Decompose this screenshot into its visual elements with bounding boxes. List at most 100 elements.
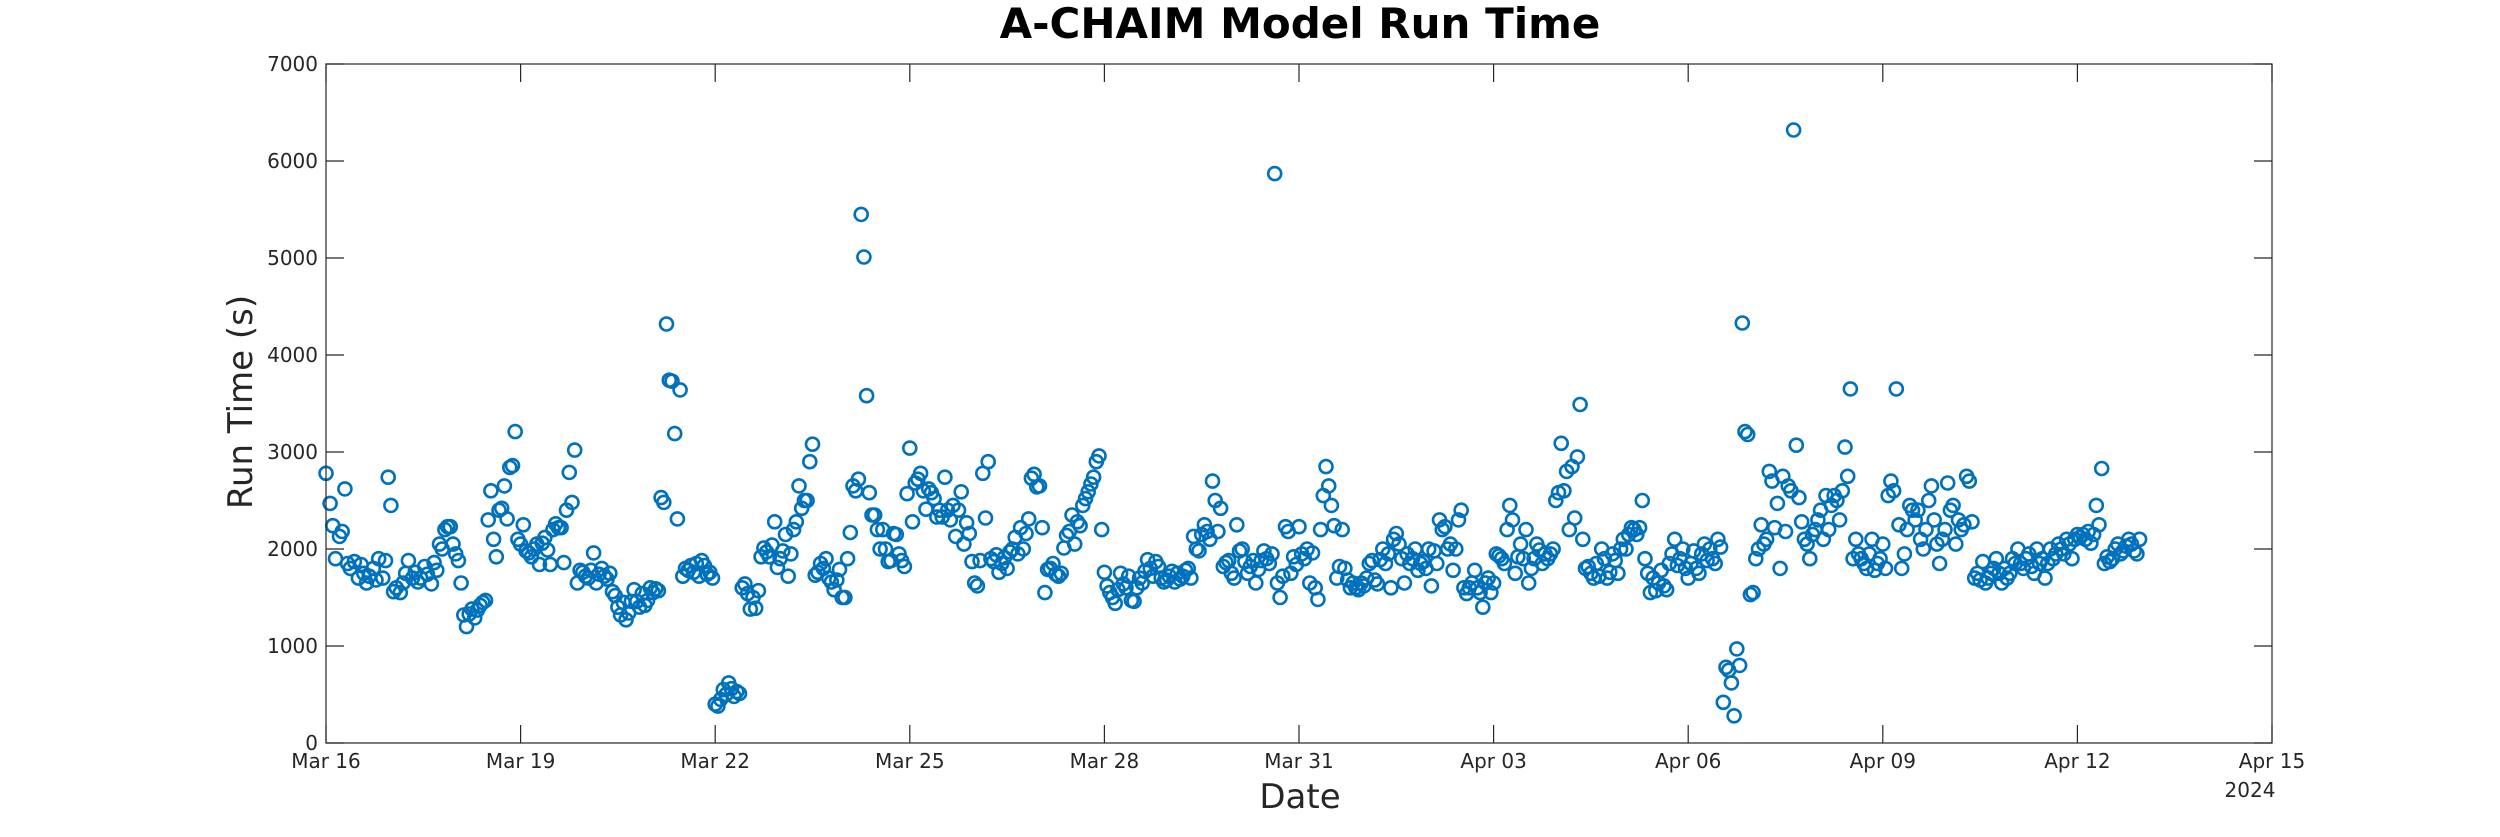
data-point (2131, 531, 2148, 548)
data-point (1445, 562, 1461, 579)
data-point (1734, 315, 1751, 331)
data-point (374, 570, 391, 586)
data-point (426, 554, 442, 571)
data-point (1707, 555, 1723, 572)
data-point (966, 575, 983, 591)
data-point (977, 510, 994, 526)
data-point (799, 492, 815, 509)
data-point (664, 373, 680, 390)
data-point (488, 548, 505, 565)
data-point (539, 542, 556, 558)
data-point (383, 497, 399, 514)
data-point (1723, 675, 1740, 691)
data-point (1066, 536, 1083, 552)
data-point (783, 546, 799, 562)
data-point (899, 485, 915, 502)
y-tick-label: 4000 (267, 343, 318, 367)
y-tick-label: 7000 (267, 52, 318, 76)
data-point (747, 600, 764, 617)
data-point (1945, 497, 1961, 514)
data-point (1777, 523, 1794, 540)
data-point (370, 550, 387, 567)
data-point (1212, 500, 1229, 517)
data-point (1504, 512, 1521, 528)
data-point (1548, 492, 1564, 509)
data-point (1183, 570, 1199, 586)
data-point (1050, 568, 1067, 585)
data-point (1769, 495, 1786, 512)
data-point (2064, 550, 2080, 567)
data-point (958, 514, 975, 531)
data-point (1685, 543, 1702, 559)
data-point (1020, 511, 1037, 527)
data-point (1748, 550, 1764, 567)
data-point (780, 568, 797, 585)
data-point (2083, 535, 2099, 552)
data-point (1496, 555, 1513, 572)
data-point (1691, 565, 1707, 582)
data-point (1658, 581, 1675, 598)
data-point (1896, 546, 1913, 562)
data-point (1648, 582, 1664, 599)
x-tick-label: Mar 31 (1264, 749, 1334, 773)
data-point (1512, 536, 1529, 552)
data-point (1666, 531, 1683, 548)
x-axis-title: Date (1259, 777, 1340, 817)
data-point (1034, 519, 1050, 536)
data-point (1961, 473, 1978, 489)
data-point (566, 442, 583, 458)
data-point (322, 495, 338, 512)
data-point (1715, 694, 1732, 711)
data-point (1080, 483, 1096, 500)
data-point (555, 554, 572, 571)
data-point (1045, 555, 1061, 572)
data-point (1631, 519, 1648, 536)
data-point (666, 425, 683, 442)
data-point (1515, 550, 1532, 567)
data-point (531, 556, 548, 573)
x-tick-label: Apr 15 (2239, 749, 2305, 773)
data-point (1729, 641, 1745, 657)
data-point (1948, 536, 1964, 552)
data-point (1569, 449, 1586, 465)
data-point (507, 423, 524, 440)
data-point (1883, 473, 1899, 489)
data-point (1272, 589, 1288, 606)
data-point (1831, 512, 1848, 528)
x-tick-label: Mar 16 (291, 749, 361, 773)
data-point (485, 531, 502, 548)
data-point (1572, 396, 1588, 413)
data-point (1312, 521, 1329, 538)
data-point (804, 436, 821, 453)
data-point (769, 559, 786, 576)
data-point (1637, 550, 1653, 567)
data-point (1139, 551, 1156, 568)
data-point (466, 610, 483, 626)
data-point (750, 582, 767, 599)
data-point (737, 576, 753, 592)
data-point (1031, 478, 1048, 494)
data-point (1018, 525, 1034, 542)
data-point (853, 206, 870, 223)
data-point (1956, 516, 1972, 533)
data-point (950, 502, 967, 519)
data-point (1726, 707, 1742, 724)
x-tick-label: Apr 12 (2044, 749, 2110, 773)
data-point (1710, 531, 1726, 548)
data-point (1204, 473, 1221, 489)
data-point (1842, 381, 1859, 397)
data-point (1453, 502, 1469, 519)
data-point (828, 572, 845, 588)
data-point (1391, 536, 1407, 552)
data-point (583, 562, 599, 579)
data-point (377, 552, 394, 569)
data-point (774, 543, 791, 559)
data-point (658, 316, 675, 332)
data-point (655, 494, 672, 511)
data-point (2091, 516, 2107, 533)
data-point (334, 523, 351, 540)
data-point (1891, 516, 1907, 533)
data-point (1758, 531, 1775, 548)
